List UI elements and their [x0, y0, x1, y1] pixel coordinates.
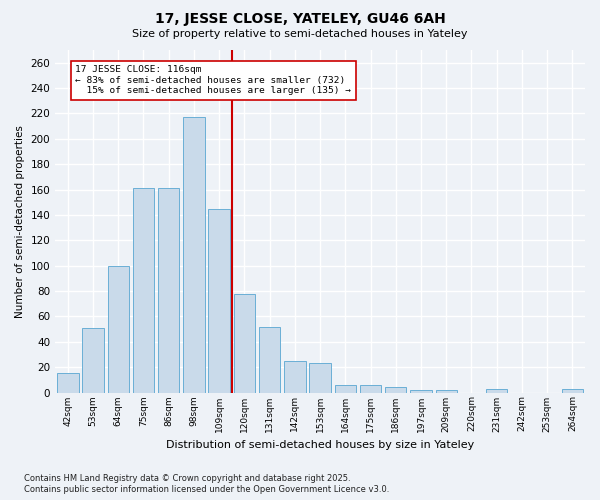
Bar — [284, 361, 305, 392]
Bar — [310, 364, 331, 392]
Bar — [436, 390, 457, 392]
Bar — [233, 294, 255, 392]
Bar — [133, 188, 154, 392]
Bar — [562, 388, 583, 392]
Bar — [158, 188, 179, 392]
Text: 17, JESSE CLOSE, YATELEY, GU46 6AH: 17, JESSE CLOSE, YATELEY, GU46 6AH — [155, 12, 445, 26]
Bar — [82, 328, 104, 392]
Bar — [183, 117, 205, 392]
Bar — [410, 390, 432, 392]
Bar — [259, 326, 280, 392]
X-axis label: Distribution of semi-detached houses by size in Yateley: Distribution of semi-detached houses by … — [166, 440, 474, 450]
Bar — [360, 385, 381, 392]
Bar — [107, 266, 129, 392]
Bar — [385, 388, 406, 392]
Bar — [486, 388, 508, 392]
Text: Contains HM Land Registry data © Crown copyright and database right 2025.
Contai: Contains HM Land Registry data © Crown c… — [24, 474, 389, 494]
Text: 17 JESSE CLOSE: 116sqm
← 83% of semi-detached houses are smaller (732)
  15% of : 17 JESSE CLOSE: 116sqm ← 83% of semi-det… — [76, 65, 352, 95]
Y-axis label: Number of semi-detached properties: Number of semi-detached properties — [15, 125, 25, 318]
Bar — [335, 385, 356, 392]
Bar — [208, 208, 230, 392]
Bar — [57, 374, 79, 392]
Text: Size of property relative to semi-detached houses in Yateley: Size of property relative to semi-detach… — [132, 29, 468, 39]
